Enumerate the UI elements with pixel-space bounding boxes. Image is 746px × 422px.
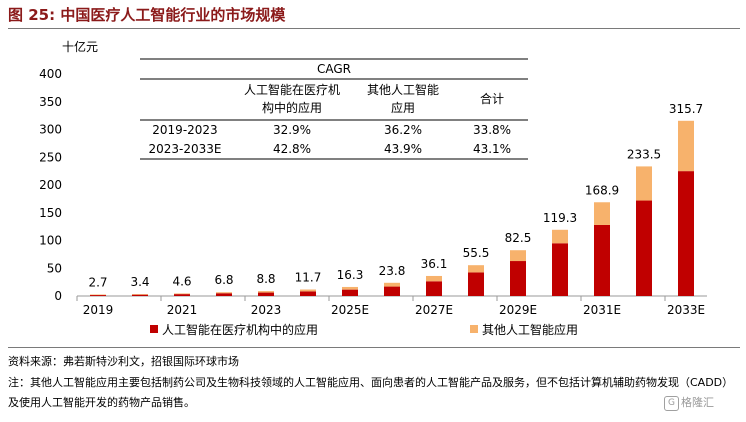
bar-total-label: 55.5 [463,246,490,260]
bar-segment [90,294,106,296]
bar-total-label: 4.6 [172,274,191,288]
bar-segment [174,294,190,296]
bar-segment [132,294,148,295]
bar-segment [384,286,400,296]
x-tick-label: 2025E [331,303,369,317]
bar-segment [300,289,316,292]
x-tick-label: 2019 [83,303,114,317]
legend-label: 其他人工智能应用 [482,322,578,337]
bar-segment [342,289,358,296]
y-tick-label: 250 [39,150,62,164]
bar-total-label: 16.3 [337,268,364,282]
y-tick-label: 0 [54,289,62,303]
y-tick-label: 200 [39,178,62,192]
table-row2-period: 2023-2033E [149,142,222,156]
bar-segment [258,291,274,293]
bar-segment [300,291,316,296]
bar-total-label: 11.7 [295,271,322,285]
watermark: G 格隆汇 [664,394,714,411]
bar-segment [594,224,610,296]
cagr-table: CAGR 人工智能在医疗机 构中的应用 其他人工智能 应用 合计 2019-20… [140,58,528,160]
bar-segment [216,293,232,296]
market-size-chart: 0 50 100 150 200 250 300 350 400 2019 2021 2023 2025… [39,58,707,337]
legend: 人工智能在医疗机构中的应用 其他人工智能应用 [150,322,578,337]
bar-segment [426,281,442,296]
table-col2-head-line1: 其他人工智能 [367,82,439,97]
bar-segment [678,120,694,172]
legend-swatch [470,325,478,333]
y-tick-label: 50 [47,261,62,275]
y-tick-label: 150 [39,206,62,220]
y-tick-label: 350 [39,95,62,109]
bar-total-label: 36.1 [421,257,448,271]
bar-segment [636,166,652,201]
table-row2-c1: 42.8% [273,142,311,156]
legend-swatch [150,325,158,333]
table-row1-c2: 36.2% [384,123,422,137]
table-row1-period: 2019-2023 [152,123,217,137]
x-tick-label: 2023 [251,303,282,317]
x-tick-label: 2031E [583,303,621,317]
bar-total-label: 8.8 [256,272,275,286]
bar-segment [678,171,694,296]
bar-total-label: 315.7 [669,102,703,116]
bar-segment [384,282,400,287]
bar-segment [90,294,106,296]
bar-segment [174,293,190,295]
bar-total-label: 119.3 [543,211,577,225]
x-tick-label: 2021 [167,303,198,317]
bar-total-label: 233.5 [627,147,661,161]
bar-segment [216,292,232,294]
bar-total-label: 2.7 [88,276,107,290]
table-col1-head-line1: 人工智能在医疗机 [244,82,340,97]
source-text: 资料来源：弗若斯特沙利文，招银国际环球市场 [8,355,239,368]
bar-segment [636,200,652,296]
figure-title: 图 25: 中国医疗人工智能行业的市场规模 [8,6,286,24]
table-row2-c2: 43.9% [384,142,422,156]
unit-label: 十亿元 [62,40,99,54]
bar-segment [510,261,526,296]
watermark-logo-icon: G [664,395,679,411]
table-header-cagr: CAGR [317,62,351,76]
table-col1-head-line2: 构中的应用 [262,100,322,115]
source-divider [8,347,740,348]
x-tick-label: 2027E [415,303,453,317]
table-col3-head: 合计 [480,91,504,106]
legend-label: 人工智能在医疗机构中的应用 [162,322,318,337]
bar-total-label: 168.9 [585,183,619,197]
y-tick-label: 400 [39,67,62,81]
bar-segment [342,286,358,290]
bar-total-label: 3.4 [130,275,149,289]
bar-segment [552,243,568,296]
table-row1-c1: 32.9% [273,123,311,137]
bar-segment [594,202,610,225]
bar-segment [552,229,568,244]
bar-segment [468,272,484,296]
bar-segment [132,294,148,296]
watermark-text: 格隆汇 [681,396,714,409]
bar-segment [510,250,526,262]
note-text: 注：其他人工智能应用主要包括制药公司及生物科技领域的人工智能应用、面向患者的人工… [8,376,734,409]
bar-segment [426,275,442,282]
bar-segment [258,292,274,296]
bar-total-label: 6.8 [214,273,233,287]
x-tick-label: 2033E [667,303,705,317]
table-col2-head-line2: 应用 [391,100,415,115]
table-row1-c3: 33.8% [473,123,511,137]
title-divider [8,28,740,29]
bar-total-label: 82.5 [505,231,532,245]
bars-group: 2.7 3.4 4.6 6.8 8.8 11.7 16.3 23.8 36.1 55.5 82.5 1… [88,102,703,296]
bar-total-label: 23.8 [379,264,406,278]
y-tick-label: 100 [39,234,62,248]
x-tick-label: 2029E [499,303,537,317]
y-tick-label: 300 [39,123,62,137]
bar-segment [468,265,484,273]
table-row2-c3: 43.1% [473,142,511,156]
